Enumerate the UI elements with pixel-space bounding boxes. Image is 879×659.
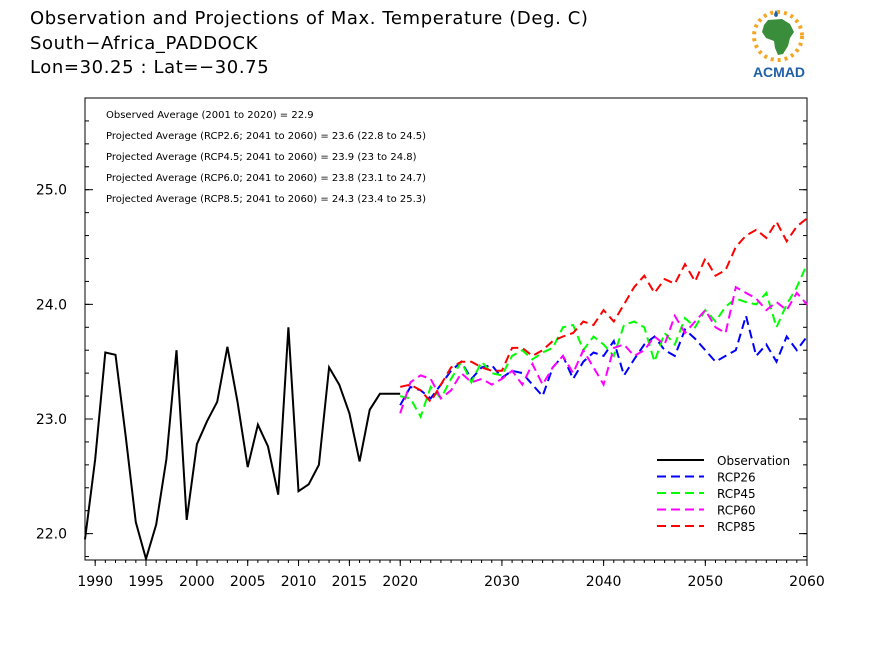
acmad-logo-text: ACMAD: [752, 64, 806, 80]
y-tick-label: 25.0: [36, 183, 67, 199]
chart-subtitle-coordinates: Lon=30.25 : Lat=−30.75: [30, 57, 270, 78]
series-line-rcp45: [399, 263, 808, 420]
legend-label: Observation: [717, 454, 790, 468]
plot-frame: [84, 97, 808, 561]
acmad-logo-icon: [752, 10, 804, 62]
x-tick-label: 2030: [484, 574, 520, 590]
chart-title: Observation and Projections of Max. Temp…: [30, 8, 589, 29]
x-tick-label: 2020: [382, 574, 418, 590]
x-tick-label: 2000: [179, 574, 215, 590]
x-tick-label: 1990: [77, 574, 113, 590]
series-line-observation: [84, 327, 401, 563]
x-tick-label: 2005: [230, 574, 266, 590]
legend-label: RCP45: [717, 487, 756, 501]
series-line-rcp85: [399, 217, 808, 404]
x-tick-label: 2050: [687, 574, 723, 590]
x-tick-label: 2060: [789, 574, 825, 590]
chart-subtitle-location: South−Africa_PADDOCK: [30, 33, 259, 54]
annotation-text: Projected Average (RCP2.6; 2041 to 2060)…: [106, 131, 426, 142]
x-tick-label: 1995: [128, 574, 164, 590]
annotation-text: Projected Average (RCP4.5; 2041 to 2060)…: [106, 152, 417, 163]
legend-label: RCP26: [717, 471, 756, 485]
x-tick-label: 2015: [332, 574, 368, 590]
y-tick-label: 24.0: [36, 297, 67, 313]
series-line-rcp60: [399, 285, 808, 414]
legend-label: RCP85: [717, 520, 756, 534]
annotation-text: Projected Average (RCP6.0; 2041 to 2060)…: [106, 173, 426, 184]
annotation-text: Observed Average (2001 to 2020) = 22.9: [106, 110, 314, 121]
legend-label: RCP60: [717, 504, 756, 518]
y-tick-label: 22.0: [36, 527, 67, 543]
annotation-text: Projected Average (RCP8.5; 2041 to 2060)…: [106, 194, 426, 205]
y-tick-label: 23.0: [36, 412, 67, 428]
x-tick-label: 2010: [281, 574, 317, 590]
x-tick-label: 2040: [586, 574, 622, 590]
